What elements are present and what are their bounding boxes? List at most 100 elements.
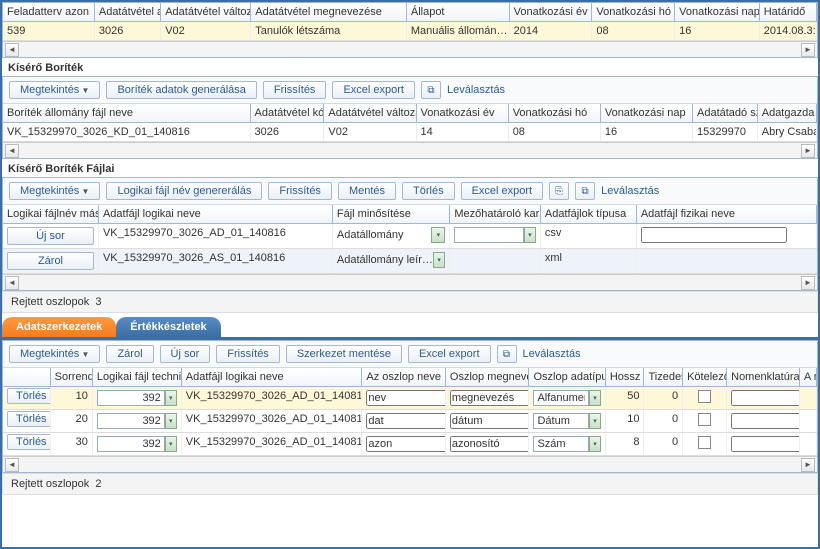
dropdown-icon[interactable]: ▾ (431, 227, 445, 243)
dropdown-icon[interactable]: ▾ (165, 436, 177, 452)
h-scrollbar[interactable]: ◄► (3, 41, 817, 57)
mezohatarolo-input[interactable] (454, 227, 524, 243)
col-header[interactable]: Vonatkozási hó (592, 3, 675, 21)
megtekintes-button[interactable]: Megtekintés (9, 182, 100, 200)
tipus-input[interactable] (533, 390, 589, 406)
nomen-input[interactable] (731, 436, 800, 452)
zarol-button[interactable]: Zárol (7, 252, 94, 270)
detach-icon[interactable]: ⧉ (497, 345, 517, 363)
col-header[interactable]: Tizedes (644, 368, 683, 386)
col-header[interactable]: Adatátadó szervezet törzsszám (693, 104, 758, 122)
fajlai-row[interactable]: Új sor VK_15329970_3026_AD_01_140816 Ada… (3, 224, 817, 249)
tab-adatszerkezetek[interactable]: Adatszerkezetek (2, 317, 116, 337)
levalasztas-link[interactable]: Leválasztás (523, 348, 581, 360)
megtekintes-button[interactable]: Megtekintés (9, 345, 100, 363)
levalasztas-link[interactable]: Leválasztás (447, 84, 505, 96)
col-header[interactable]: Adatátvétel megnevezése (251, 3, 407, 21)
kotelezo-checkbox[interactable] (698, 413, 711, 426)
dropdown-icon[interactable]: ▾ (165, 390, 177, 406)
col-header[interactable]: Határidő (760, 3, 817, 21)
tipus-input[interactable] (533, 436, 589, 452)
dropdown-icon[interactable]: ▾ (589, 390, 601, 406)
detach-icon[interactable]: ⧉ (575, 182, 595, 200)
tech-input[interactable] (97, 436, 165, 452)
col-header[interactable]: Logikai fájl technikai azonosító (93, 368, 182, 386)
col-header[interactable]: Állapot (407, 3, 510, 21)
generalas-button[interactable]: Boríték adatok generálása (106, 81, 256, 99)
h-scrollbar[interactable]: ◄► (3, 456, 817, 472)
torles-button[interactable]: Törlés (7, 434, 51, 450)
oszlop-input[interactable] (366, 413, 446, 429)
excel-button[interactable]: Excel export (332, 81, 415, 99)
col-header[interactable]: Adatfájl fizikai neve (637, 205, 817, 223)
tab-ertekkeszletek[interactable]: Értékkészletek (116, 317, 220, 337)
mentes-button[interactable]: Mentés (338, 182, 396, 200)
col-header[interactable]: Mezőhatároló karakter (450, 205, 541, 223)
col-header[interactable]: Adatfájl logikai neve (182, 368, 363, 386)
col-header[interactable]: Adatfájlok típusa (541, 205, 637, 223)
col-header[interactable]: Oszlop megnevezése (446, 368, 530, 386)
col-header[interactable]: Adatátvétel változat azonosító (324, 104, 416, 122)
megtekintes-button[interactable]: Megtekintés (9, 81, 100, 99)
kotelezo-checkbox[interactable] (698, 390, 711, 403)
excel-button[interactable]: Excel export (408, 345, 491, 363)
dropdown-icon[interactable]: ▾ (433, 252, 445, 268)
tech-input[interactable] (97, 390, 165, 406)
tool-icon[interactable]: ⎘ (549, 182, 569, 200)
col-header[interactable]: Vonatkozási nap (675, 3, 760, 21)
col-header[interactable]: Oszlop adatípusának kódja (529, 368, 605, 386)
nomen-input[interactable] (731, 390, 800, 406)
col-header[interactable]: Nomenklatúra kódja (727, 368, 800, 386)
col-header[interactable]: Adatgazda kapcsolattar neve (758, 104, 817, 122)
col-header[interactable]: A m k (800, 368, 817, 386)
levalasztas-link[interactable]: Leválasztás (601, 185, 659, 197)
excel-button[interactable]: Excel export (461, 182, 544, 200)
h-scrollbar[interactable]: ◄► (3, 274, 817, 290)
col-header[interactable]: Boríték állomány fájl neve (3, 104, 251, 122)
dropdown-icon[interactable]: ▾ (589, 436, 601, 452)
torles-button[interactable]: Törlés (402, 182, 455, 200)
megnev-input[interactable] (450, 413, 530, 429)
ujsor-button[interactable]: Új sor (160, 345, 211, 363)
generalas-button[interactable]: Logikai fájl név genererálás (106, 182, 262, 200)
hidden-cols-bar[interactable]: Rejtett oszlopok 3 (2, 291, 818, 313)
col-header[interactable]: Feladatterv azon (3, 3, 95, 21)
col-header[interactable]: Logikai fájlnév másolása (3, 205, 99, 223)
frissites-button[interactable]: Frissítés (268, 182, 332, 200)
dropdown-icon[interactable]: ▾ (524, 227, 536, 243)
szerkezet-row[interactable]: Törlés20▾VK_15329970_3026_AD_01_140816▾1… (3, 410, 817, 433)
col-header[interactable]: Kötelező (683, 368, 727, 386)
col-header[interactable]: Vonatkozási év (ÉÉÉÉ) (510, 3, 593, 21)
zarol-button[interactable]: Zárol (106, 345, 153, 363)
top-grid-row[interactable]: 539 3026 V02 Tanulók létszáma Manuális á… (3, 22, 817, 41)
fizikai-input[interactable] (641, 227, 787, 243)
oszlop-input[interactable] (366, 390, 446, 406)
col-header[interactable]: Adatátvétel azonosító (95, 3, 161, 21)
col-header[interactable]: Adatátvétel változat azonosító (161, 3, 251, 21)
frissites-button[interactable]: Frissítés (216, 345, 280, 363)
detach-icon[interactable]: ⧉ (421, 81, 441, 99)
torles-button[interactable]: Törlés (7, 388, 51, 404)
szerkezet-row[interactable]: Törlés10▾VK_15329970_3026_AD_01_140816▾5… (3, 387, 817, 410)
nomen-input[interactable] (731, 413, 800, 429)
col-header[interactable]: Hossz (606, 368, 645, 386)
h-scrollbar[interactable]: ◄► (3, 142, 817, 158)
col-header[interactable]: Vonatkozási nap (601, 104, 693, 122)
col-header[interactable]: Sorrend (51, 368, 93, 386)
megnev-input[interactable] (450, 390, 530, 406)
col-header[interactable]: Az oszlop neve (362, 368, 446, 386)
szerkezet-row[interactable]: Törlés30▾VK_15329970_3026_AD_01_140816▾8… (3, 433, 817, 456)
kotelezo-checkbox[interactable] (698, 436, 711, 449)
oszlop-input[interactable] (366, 436, 446, 452)
fajlai-row[interactable]: Zárol VK_15329970_3026_AS_01_140816 Adat… (3, 249, 817, 274)
col-header[interactable]: Vonatkozási hó (509, 104, 601, 122)
mentes-button[interactable]: Szerkezet mentése (286, 345, 402, 363)
col-header[interactable] (3, 368, 51, 386)
ujsor-button[interactable]: Új sor (7, 227, 94, 245)
torles-button[interactable]: Törlés (7, 411, 51, 427)
dropdown-icon[interactable]: ▾ (165, 413, 177, 429)
col-header[interactable]: Fájl minősítése (333, 205, 450, 223)
dropdown-icon[interactable]: ▾ (589, 413, 601, 429)
col-header[interactable]: Adatátvétel kódja (251, 104, 325, 122)
hidden-cols-bar[interactable]: Rejtett oszlopok 2 (2, 473, 818, 495)
